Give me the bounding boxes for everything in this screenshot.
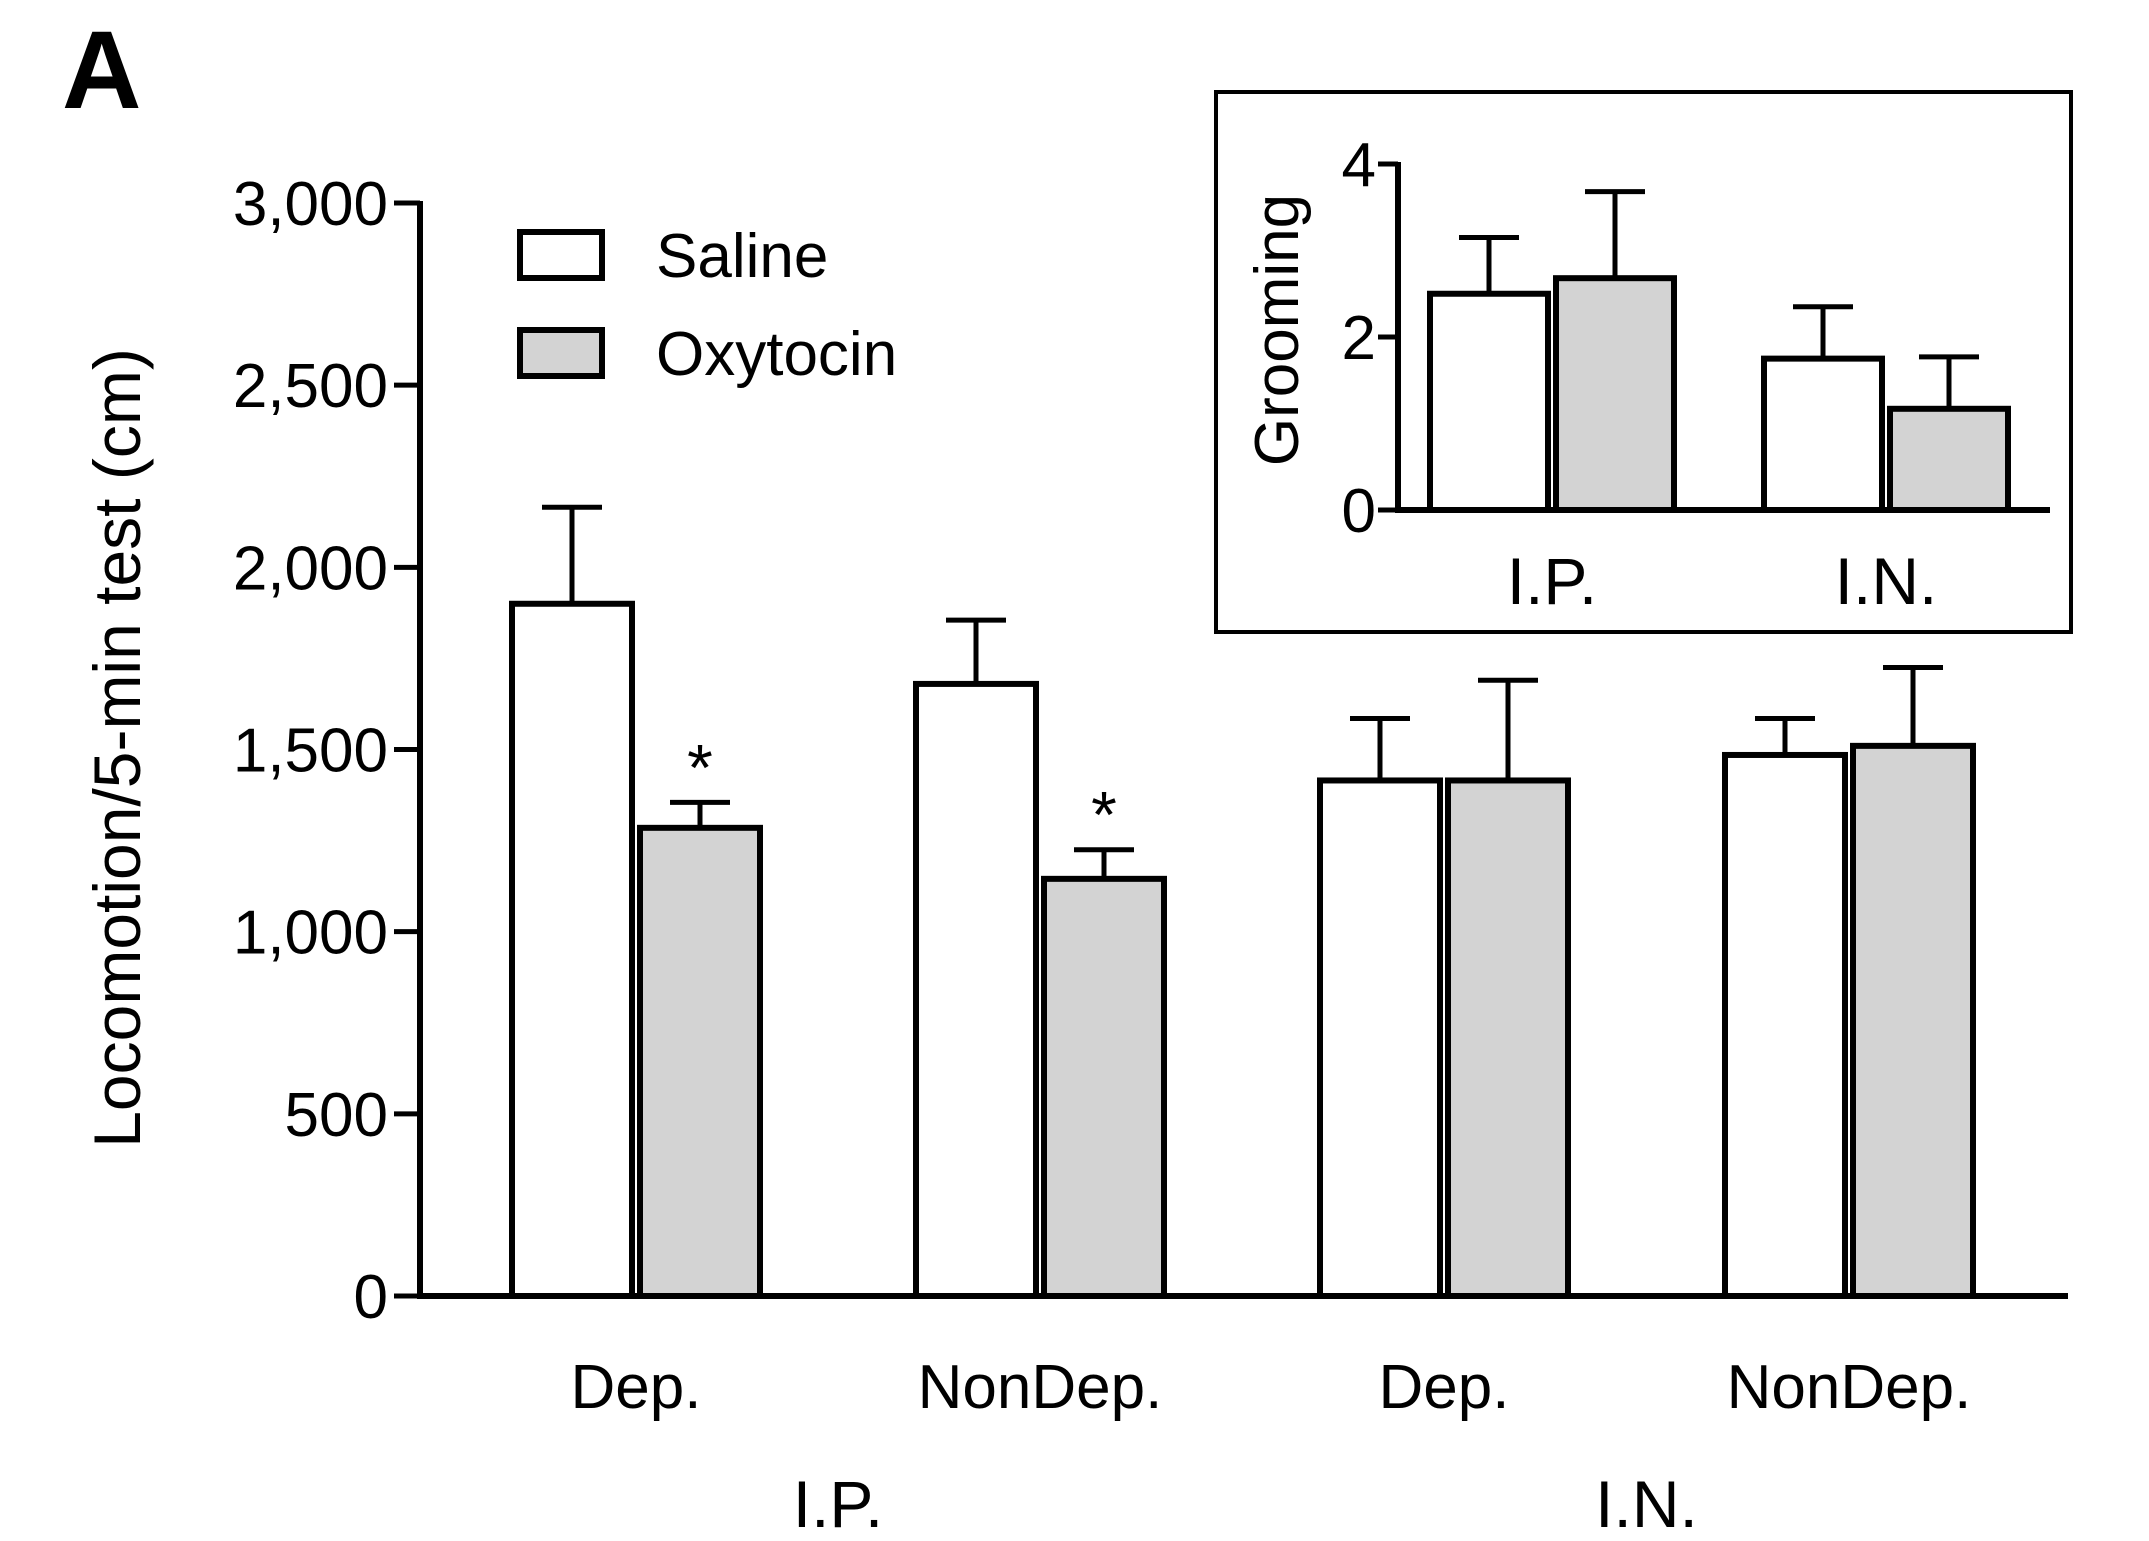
inset-x-tick-label: I.P. bbox=[1507, 544, 1598, 618]
inset-frame bbox=[1214, 90, 2073, 634]
inset-y-tick-label: 2 bbox=[1342, 304, 1376, 373]
main-y-tick-label: 1,000 bbox=[233, 899, 388, 968]
legend: Saline Oxytocin bbox=[517, 222, 897, 389]
main-y-tick-label: 500 bbox=[285, 1081, 388, 1150]
inset-bar-oxytocin-0 bbox=[1553, 275, 1677, 513]
bar-saline-0 bbox=[509, 600, 635, 1299]
bar-oxytocin-0 bbox=[637, 824, 763, 1299]
main-bars: ** bbox=[509, 504, 1976, 1299]
main-y-tick-label: 3,000 bbox=[233, 170, 388, 239]
legend-swatch-oxytocin bbox=[517, 327, 605, 379]
main-x-tick-label: Dep. bbox=[571, 1353, 702, 1422]
inset-y-axis-label: Grooming bbox=[1243, 194, 1312, 466]
inset-y-axis: 0 2 4 bbox=[1342, 131, 1401, 546]
main-x-tick-label: NonDep. bbox=[1727, 1353, 1972, 1422]
panel-label: A bbox=[62, 9, 141, 132]
main-x-tick-label: Dep. bbox=[1379, 1353, 1510, 1422]
main-y-axis: 0 500 1,000 1,500 2,000 2,500 3,000 bbox=[233, 170, 423, 1332]
bar-saline-3 bbox=[1722, 751, 1848, 1299]
bar-oxytocin-1 bbox=[1041, 875, 1167, 1299]
legend-label-oxytocin: Oxytocin bbox=[656, 320, 897, 389]
significance-marker: * bbox=[687, 730, 713, 804]
inset-bars bbox=[1427, 189, 2011, 514]
bar-saline-1 bbox=[913, 680, 1039, 1299]
inset-bar-saline-1 bbox=[1761, 355, 1885, 513]
inset-y-tick-label: 0 bbox=[1342, 477, 1376, 546]
main-y-tick-label: 2,500 bbox=[233, 352, 388, 421]
significance-marker: * bbox=[1091, 778, 1117, 852]
main-group-label: I.N. bbox=[1595, 1467, 1698, 1541]
main-x-tick-label: NonDep. bbox=[918, 1353, 1163, 1422]
bar-oxytocin-3 bbox=[1850, 742, 1976, 1299]
main-y-tick-label: 1,500 bbox=[233, 717, 388, 786]
main-x-axis: Dep. NonDep. Dep. NonDep. I.P. I.N. bbox=[417, 1293, 2068, 1541]
inset-x-tick-label: I.N. bbox=[1835, 544, 1938, 618]
inset-chart: 0 2 4 I.P. I.N. Grooming bbox=[1214, 90, 2073, 634]
legend-label-saline: Saline bbox=[656, 222, 828, 291]
main-y-axis-label: Locomotion/5-min test (cm) bbox=[80, 348, 154, 1148]
main-group-label: I.P. bbox=[793, 1467, 884, 1541]
inset-x-axis: I.P. I.N. bbox=[1395, 507, 2050, 618]
bar-oxytocin-2 bbox=[1445, 777, 1571, 1299]
main-y-tick-label: 0 bbox=[354, 1263, 388, 1332]
bar-saline-2 bbox=[1317, 777, 1443, 1299]
main-y-tick-label: 2,000 bbox=[233, 534, 388, 603]
inset-bar-saline-0 bbox=[1427, 290, 1551, 513]
legend-swatch-saline bbox=[517, 229, 605, 281]
inset-bar-oxytocin-1 bbox=[1887, 405, 2011, 514]
inset-y-tick-label: 4 bbox=[1342, 131, 1376, 200]
